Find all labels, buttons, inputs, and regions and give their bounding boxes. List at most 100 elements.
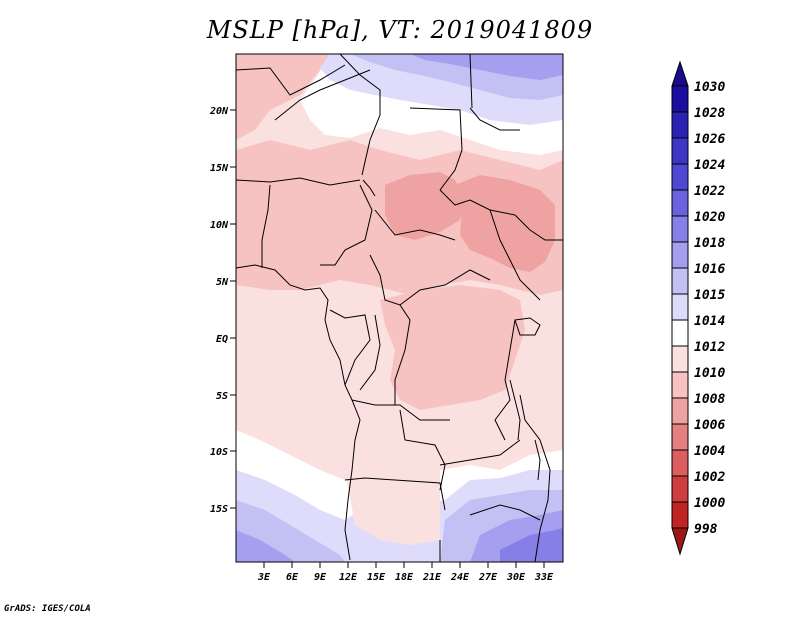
colorbar-box-1030 <box>671 85 689 113</box>
lon-label-18E: 18E <box>395 572 414 583</box>
colorbar-box-1020 <box>671 215 689 243</box>
border-drc-east <box>494 319 516 441</box>
colorbar-label-1030: 1030 <box>694 80 725 95</box>
coastline-east <box>519 394 551 562</box>
colorbar-label-998: 998 <box>694 522 718 537</box>
field-1020-southeast <box>500 528 563 562</box>
colorbar: 1030 1028 1026 1024 1022 1020 1018 1016 … <box>671 60 725 556</box>
colorbar-label-1006: 1006 <box>694 418 725 433</box>
colorbar-label-1015: 1015 <box>694 288 725 303</box>
lat-label-15S: 15S <box>210 504 228 515</box>
lat-label-20N: 20N <box>209 106 229 117</box>
colorbar-box-1015 <box>671 293 689 321</box>
colorbar-box-1008 <box>671 397 689 425</box>
lat-label-EQ: EQ <box>216 334 228 345</box>
field-1008-sudan <box>455 175 555 272</box>
border-car-south <box>369 254 491 306</box>
border-gabon-congo <box>329 309 371 386</box>
field-1010-congo <box>380 285 525 410</box>
colorbar-bottom-arrow <box>671 527 689 556</box>
lat-label-10S: 10S <box>210 447 228 458</box>
country-borders <box>236 54 563 562</box>
colorbar-box-1026 <box>671 137 689 165</box>
colorbar-box-1010 <box>671 371 689 399</box>
lake-tanganyika <box>509 379 521 441</box>
lat-label-10N: 10N <box>210 220 229 231</box>
lon-label-6E: 6E <box>286 572 299 583</box>
border-zambia <box>439 439 521 466</box>
field-1010-north <box>236 54 330 140</box>
nile-line <box>469 107 520 131</box>
lon-label-21E: 21E <box>422 572 442 583</box>
lon-label-30E: 30E <box>506 572 526 583</box>
map-title: MSLP [hPa], VT: 2019041809 <box>206 16 594 44</box>
lon-label-24E: 24E <box>450 572 470 583</box>
colorbar-label-1024: 1024 <box>694 158 725 173</box>
colorbar-box-1016 <box>671 267 689 295</box>
field-1008-chad <box>385 172 465 240</box>
border-sudan-ssudan <box>439 189 516 216</box>
colorbar-box-1022 <box>671 189 689 217</box>
border-niger <box>274 69 371 121</box>
border-libya-egypt <box>469 54 473 109</box>
border-drc-north <box>394 304 411 405</box>
colorbar-label-1026: 1026 <box>694 132 725 147</box>
axis-ticks <box>230 109 545 568</box>
border-zimbabwe <box>469 504 541 521</box>
colorbar-label-1020: 1020 <box>694 210 725 225</box>
colorbar-label-1014: 1014 <box>694 314 725 329</box>
border-nigeria <box>261 184 271 268</box>
map-frame <box>235 53 564 563</box>
lake-chad <box>362 179 376 197</box>
colorbar-label-1028: 1028 <box>694 106 725 121</box>
field-1018-north <box>410 54 563 80</box>
colorbar-box-1014 <box>671 319 689 347</box>
coastline-west <box>236 264 361 561</box>
border-algeria-libya <box>339 54 381 176</box>
lon-label-9E: 9E <box>314 572 327 583</box>
lake-malawi <box>534 439 541 481</box>
colorbar-box-1018 <box>671 241 689 269</box>
colorbar-label-1004: 1004 <box>694 444 725 459</box>
colorbar-box-1028 <box>671 111 689 139</box>
lon-label-15E: 15E <box>367 572 386 583</box>
border-congo <box>359 314 381 391</box>
border-ssudan-east <box>489 209 541 301</box>
border-libya-sudan <box>409 107 463 191</box>
border-niger-south <box>236 177 361 186</box>
lon-label-12E: 12E <box>339 572 358 583</box>
pressure-field <box>236 54 563 562</box>
field-1018-south <box>236 510 563 562</box>
border-nigeria-cameroon <box>320 184 373 266</box>
border-ethiopia <box>514 214 563 241</box>
colorbar-label-1012: 1012 <box>694 340 725 355</box>
field-1012-angola <box>345 455 440 545</box>
lat-label-5N: 5N <box>216 277 229 288</box>
colorbar-label-1008: 1008 <box>694 392 725 407</box>
colorbar-label-1010: 1010 <box>694 366 725 381</box>
lon-label-3E: 3E <box>257 572 271 583</box>
border-mali-niger <box>236 64 346 96</box>
colorbar-label-1018: 1018 <box>694 236 725 251</box>
border-chad-car <box>374 209 456 241</box>
footer-credit: GrADS: IGES/COLA <box>4 604 91 614</box>
colorbar-box-1000 <box>671 501 689 529</box>
colorbar-box-1024 <box>671 163 689 191</box>
lon-label-27E: 27E <box>478 572 498 583</box>
lon-label-33E: 33E <box>534 572 554 583</box>
colorbar-label-1022: 1022 <box>694 184 725 199</box>
lake-victoria <box>514 317 541 336</box>
border-angola-east <box>399 409 446 491</box>
lat-label-5S: 5S <box>216 391 228 402</box>
colorbar-label-1002: 1002 <box>694 470 725 485</box>
border-namibia <box>344 477 446 511</box>
colorbar-box-1004 <box>671 449 689 477</box>
colorbar-label-1000: 1000 <box>694 496 725 511</box>
border-angola-north <box>351 399 450 421</box>
colorbar-label-1016: 1016 <box>694 262 725 277</box>
colorbar-box-1002 <box>671 475 689 503</box>
lat-label-15N: 15N <box>210 163 229 174</box>
colorbar-top-arrow <box>671 60 689 87</box>
colorbar-box-1006 <box>671 423 689 451</box>
